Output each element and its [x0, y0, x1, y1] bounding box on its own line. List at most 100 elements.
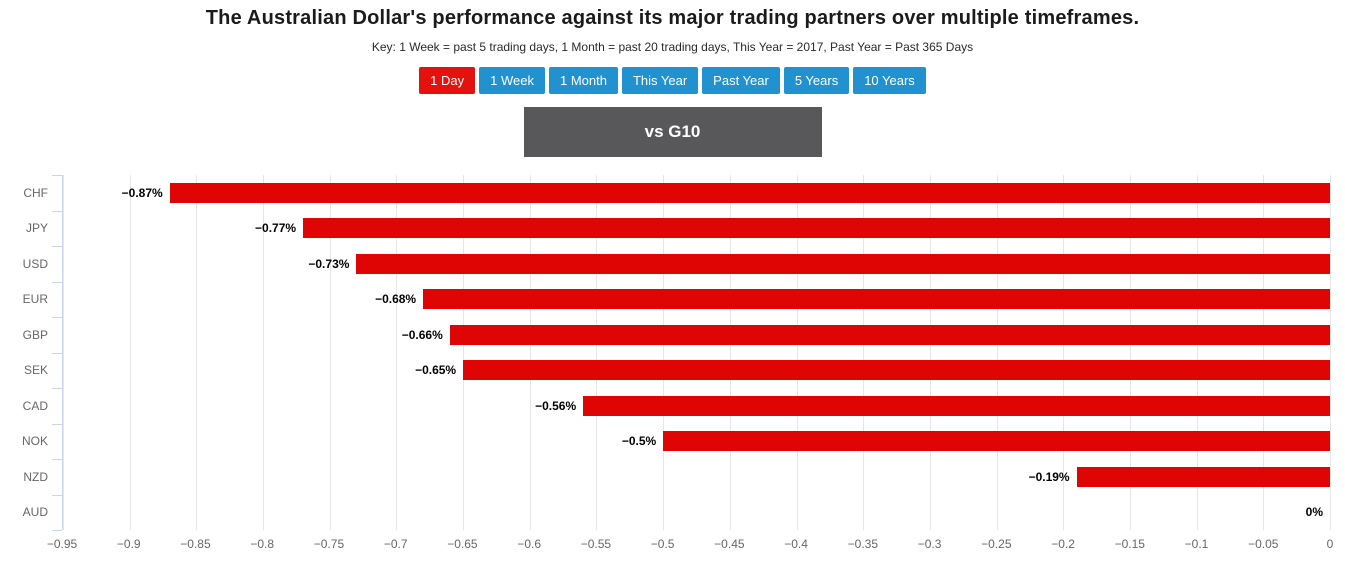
y-axis-label-usd: USD [22, 256, 48, 271]
timeframe-button-1-month[interactable]: 1 Month [548, 67, 618, 94]
gridline [529, 175, 531, 530]
bar-sek[interactable] [463, 360, 1330, 381]
x-axis-tick-label: −0.45 [714, 537, 745, 551]
y-axis-label-cad: CAD [22, 398, 48, 413]
bar-row-usd: −0.73% [63, 246, 1330, 282]
x-axis-tick-label: −0.25 [981, 537, 1012, 551]
bar-row-chf: −0.87% [63, 175, 1330, 211]
bar-value-label-aud: 0% [1305, 505, 1323, 520]
header: The Australian Dollar's performance agai… [0, 0, 1345, 157]
gridline [929, 175, 931, 530]
y-axis-labels: CHF JPY USD EUR GBP SEK CAD NOK NZD AUD [0, 175, 48, 530]
gridline [1263, 175, 1265, 530]
x-axis-tick-label: −0.9 [116, 537, 141, 551]
gridline [729, 175, 731, 530]
timeframe-button-1-week[interactable]: 1 Week [479, 67, 545, 94]
y-axis-label-chf: CHF [23, 185, 48, 200]
gridline [996, 175, 998, 530]
y-axis-tick [52, 388, 62, 389]
gridline [596, 175, 598, 530]
bar-chf[interactable] [169, 182, 1330, 203]
key-note: Key: 1 Week = past 5 trading days, 1 Mon… [371, 40, 974, 54]
gridline [263, 175, 265, 530]
bar-row-gbp: −0.66% [63, 317, 1330, 353]
y-axis-tick [52, 459, 62, 460]
bar-chart: CHF JPY USD EUR GBP SEK CAD NOK NZD AUD −0.87% −0.… [0, 175, 1345, 560]
y-axis-tick [52, 210, 62, 212]
bar-gbp[interactable] [449, 324, 1330, 345]
y-axis-tick [52, 530, 62, 531]
bar-row-nzd: −0.19% [63, 459, 1330, 495]
gridline [796, 175, 798, 530]
y-axis-label-aud: AUD [22, 505, 48, 520]
y-axis-label-gbp: GBP [22, 327, 48, 342]
gridline [396, 175, 398, 530]
timeframe-button-this-year[interactable]: This Year [621, 67, 699, 94]
bar-usd[interactable] [356, 253, 1330, 274]
timeframe-button-past-year[interactable]: Past Year [702, 67, 780, 94]
gridline [63, 175, 64, 530]
x-axis-tick-label: −0.6 [517, 537, 542, 551]
bar-nok[interactable] [663, 431, 1330, 452]
gridline [1129, 175, 1131, 530]
x-axis-tick-label: −0.95 [46, 537, 78, 551]
timeframe-button-5-years[interactable]: 5 Years [783, 67, 850, 94]
x-axis-tick-label: −0.5 [650, 537, 675, 551]
bar-row-aud: 0% [63, 495, 1330, 531]
y-axis-label-nzd: NZD [23, 469, 48, 484]
y-axis-tick [52, 352, 62, 354]
bar-value-label-jpy: −0.77% [255, 221, 297, 236]
x-axis-tick-label: −0.65 [447, 537, 478, 551]
x-axis-tick-label: −0.55 [580, 537, 612, 551]
gridline [463, 175, 465, 530]
page-title: The Australian Dollar's performance agai… [205, 7, 1140, 29]
y-axis-label-eur: EUR [22, 292, 48, 307]
timeframe-buttons: 1 Day 1 Week 1 Month This Year Past Year 5 Ye… [0, 67, 1345, 94]
x-axis-tick-label: 0 [1326, 537, 1334, 551]
bar-row-sek: −0.65% [63, 353, 1330, 389]
y-axis-tick [52, 423, 62, 425]
x-axis-tick-label: −0.15 [1114, 537, 1145, 551]
y-axis-tick [52, 246, 62, 247]
x-axis-tick-label: −0.7 [383, 537, 408, 551]
y-axis-tick [52, 175, 62, 176]
x-axis-tick-label: −0.35 [847, 537, 879, 551]
gridline [329, 175, 331, 530]
timeframe-button-1-day[interactable]: 1 Day [419, 67, 476, 94]
y-axis-tick [52, 281, 62, 283]
timeframe-button-10-years[interactable]: 10 Years [853, 67, 926, 94]
bar-row-nok: −0.5% [63, 424, 1330, 460]
bar-jpy[interactable] [303, 218, 1330, 239]
gridline [1330, 175, 1331, 530]
bar-row-cad: −0.56% [63, 388, 1330, 424]
x-axis-tick-label: −0.4 [784, 537, 808, 551]
y-axis-tick [52, 317, 62, 318]
x-axis-tick-label: −0.8 [250, 537, 275, 551]
bar-value-label-gbp: −0.66% [401, 327, 443, 342]
x-axis-tick-label: −0.05 [1248, 537, 1279, 551]
bar-value-label-eur: −0.68% [375, 292, 417, 307]
bar-cad[interactable] [583, 395, 1330, 416]
bar-nzd[interactable] [1076, 466, 1330, 487]
bar-eur[interactable] [423, 289, 1330, 310]
x-axis-tick-label: −0.1 [1184, 537, 1209, 551]
y-axis-label-sek: SEK [23, 363, 48, 378]
gridline [663, 175, 665, 530]
x-axis-tick-label: −0.75 [313, 537, 345, 551]
bar-value-label-usd: −0.73% [308, 256, 350, 271]
gridline [129, 175, 131, 530]
bar-row-jpy: −0.77% [63, 211, 1330, 247]
plot-area: −0.87% −0.77% −0.73% −0.68% −0.66% −0.65% −0.5… [52, 175, 1331, 531]
x-axis-tick-label: −0.85 [180, 537, 211, 551]
gridline [1196, 175, 1198, 530]
x-axis-tick-label: −0.2 [1051, 537, 1075, 551]
bar-value-label-sek: −0.65% [415, 363, 457, 378]
x-axis-tick-label: −0.3 [917, 537, 942, 551]
y-axis-label-jpy: JPY [25, 221, 48, 236]
bar-value-label-nok: −0.5% [621, 434, 657, 449]
bar-row-eur: −0.68% [63, 282, 1330, 318]
y-axis-tick [52, 494, 62, 496]
bar-value-label-chf: −0.87% [121, 185, 163, 200]
group-header-banner: vs G10 [523, 107, 822, 157]
gridline [196, 175, 198, 530]
